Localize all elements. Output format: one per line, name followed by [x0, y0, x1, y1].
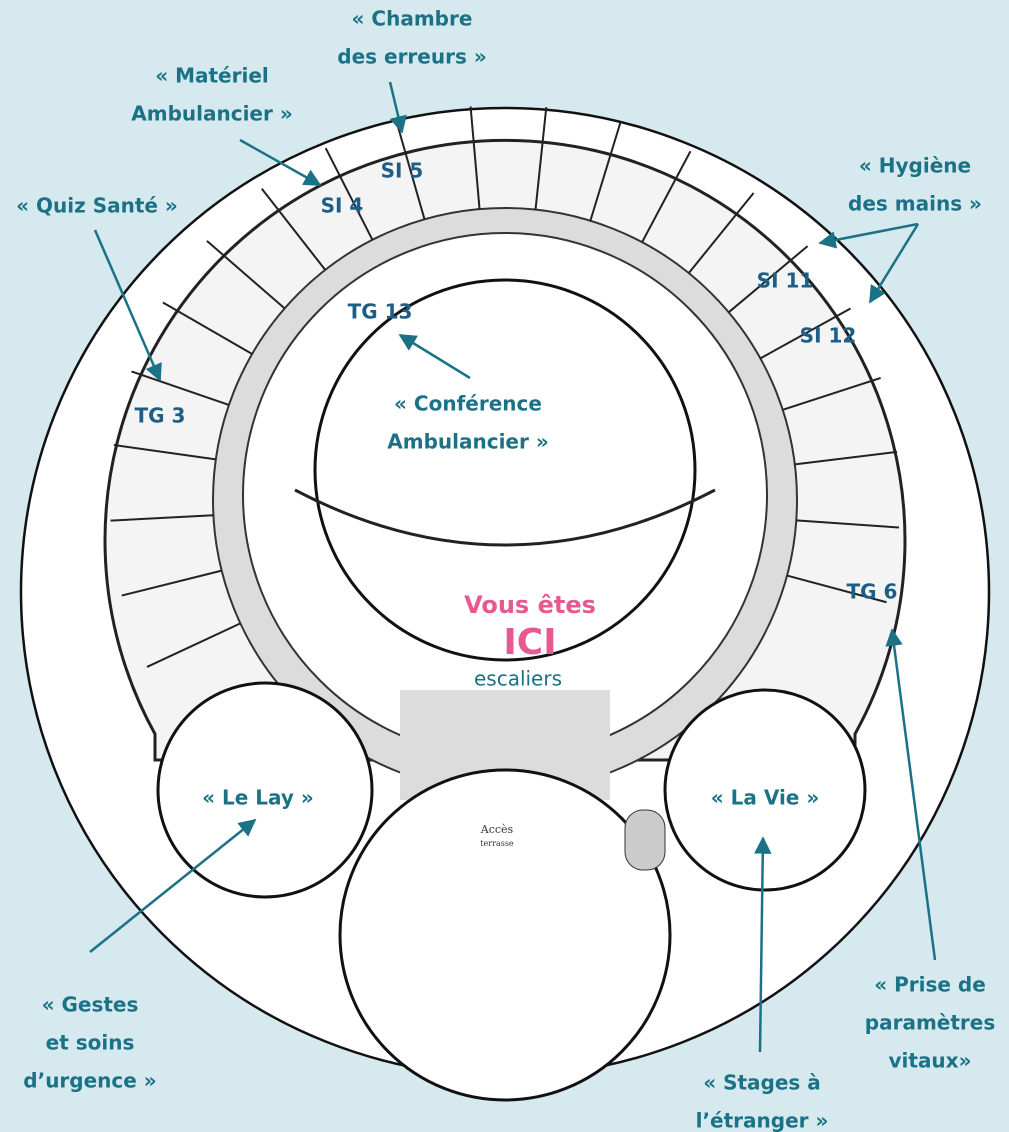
- callout-label: l’étranger »: [696, 1109, 829, 1132]
- room-label: SI 12: [800, 324, 857, 348]
- callout-label: paramètres: [865, 1011, 995, 1035]
- room-label: SI 5: [381, 159, 424, 183]
- callout-label: des erreurs »: [337, 45, 487, 69]
- room-label: SI 11: [757, 269, 814, 293]
- callout-label: « Stages à: [703, 1071, 821, 1095]
- callout-label: « La Vie »: [711, 786, 820, 810]
- callout-label: Ambulancier »: [387, 430, 548, 454]
- callout-label: « Conférence: [394, 392, 542, 416]
- callout-label: « Le Lay »: [202, 786, 314, 810]
- callout-label: « Hygiène: [859, 154, 971, 178]
- callout-label: d’urgence »: [23, 1069, 156, 1093]
- here-marker: ICI: [503, 622, 556, 663]
- map: Accès terrasse Vous êtes ICI escaliers «…: [0, 0, 1009, 1132]
- callout-label: « Quiz Santé »: [16, 194, 178, 218]
- callout-label: vitaux»: [888, 1049, 971, 1073]
- room-label: TG 6: [847, 580, 898, 604]
- plan-text: Accès: [480, 823, 514, 836]
- here-place: escaliers: [474, 667, 562, 691]
- callout-label: Ambulancier »: [131, 102, 292, 126]
- room-label: TG 13: [348, 300, 413, 324]
- callout-label: « Matériel: [155, 64, 269, 88]
- callout-label: « Chambre: [352, 7, 473, 31]
- callout-label: « Gestes: [42, 993, 139, 1017]
- callout-label: des mains »: [848, 192, 982, 216]
- callout-label: et soins: [46, 1031, 135, 1055]
- room-label: TG 3: [135, 404, 186, 428]
- room-label: SI 4: [321, 194, 364, 218]
- plan-text: terrasse: [480, 839, 514, 848]
- callout-label: « Prise de: [874, 973, 986, 997]
- here-title: Vous êtes: [464, 591, 596, 619]
